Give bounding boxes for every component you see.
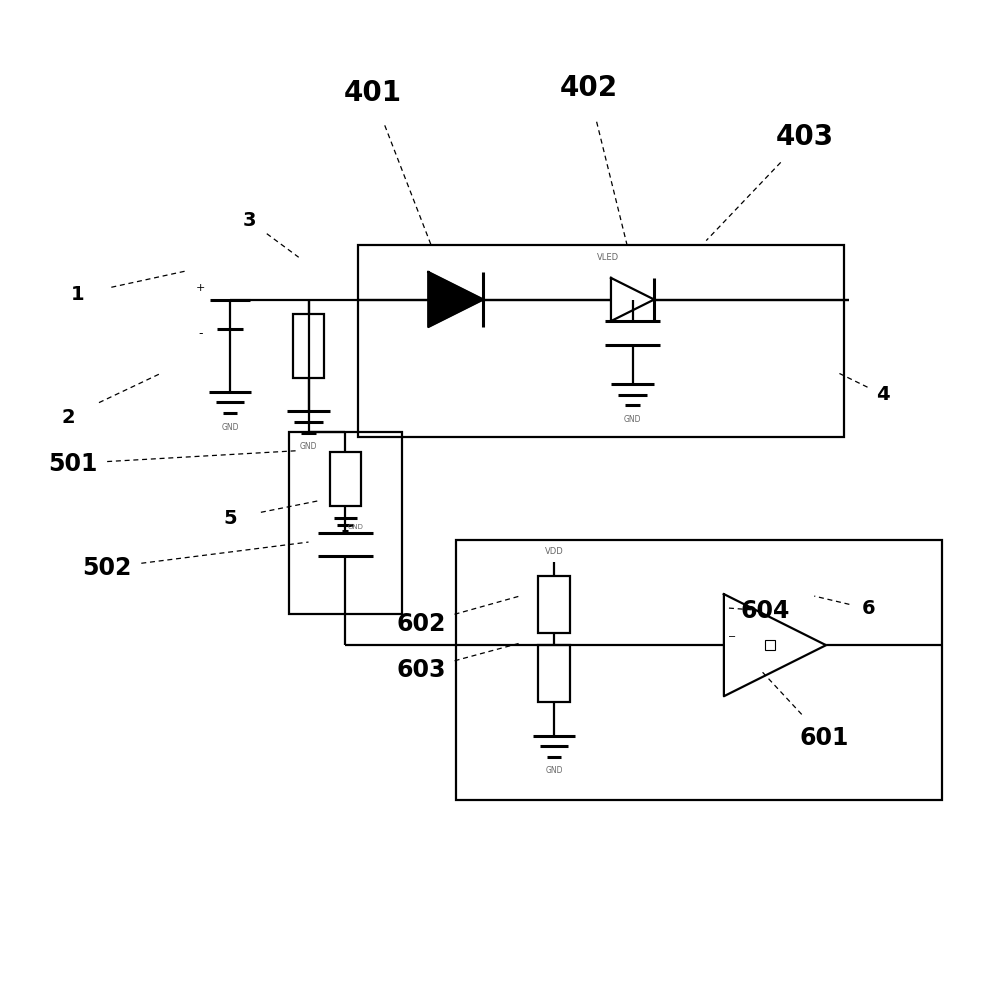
Bar bbox=[538, 576, 570, 633]
Text: 3: 3 bbox=[243, 211, 256, 231]
Bar bbox=[456, 540, 942, 800]
Text: 603: 603 bbox=[397, 658, 446, 682]
Text: -: - bbox=[198, 327, 203, 341]
Text: 1: 1 bbox=[71, 285, 85, 304]
Bar bbox=[358, 246, 844, 437]
Polygon shape bbox=[428, 272, 483, 327]
Text: GND: GND bbox=[221, 422, 239, 432]
Text: GND: GND bbox=[300, 442, 317, 452]
Text: GND: GND bbox=[624, 414, 641, 424]
Text: +: + bbox=[196, 283, 205, 293]
Text: 604: 604 bbox=[740, 599, 790, 623]
Bar bbox=[330, 452, 361, 506]
Text: 6: 6 bbox=[861, 599, 875, 619]
Polygon shape bbox=[611, 278, 654, 321]
Text: 501: 501 bbox=[48, 452, 98, 475]
Text: 4: 4 bbox=[876, 385, 890, 405]
Text: 402: 402 bbox=[559, 75, 617, 102]
Text: GND: GND bbox=[545, 766, 563, 776]
Text: 601: 601 bbox=[799, 727, 849, 750]
Text: VDD: VDD bbox=[545, 547, 563, 557]
Bar bbox=[538, 645, 570, 702]
Text: 403: 403 bbox=[775, 124, 833, 151]
Bar bbox=[289, 432, 402, 614]
Bar bbox=[765, 640, 775, 650]
Text: 2: 2 bbox=[61, 408, 75, 427]
Text: 502: 502 bbox=[83, 556, 132, 579]
Text: 5: 5 bbox=[223, 509, 237, 528]
Text: VLED: VLED bbox=[597, 252, 619, 262]
Text: −: − bbox=[728, 632, 736, 642]
Polygon shape bbox=[724, 594, 826, 696]
Text: GND: GND bbox=[347, 524, 363, 530]
Text: 602: 602 bbox=[397, 612, 446, 635]
Text: 401: 401 bbox=[343, 80, 401, 107]
Bar bbox=[293, 314, 324, 378]
